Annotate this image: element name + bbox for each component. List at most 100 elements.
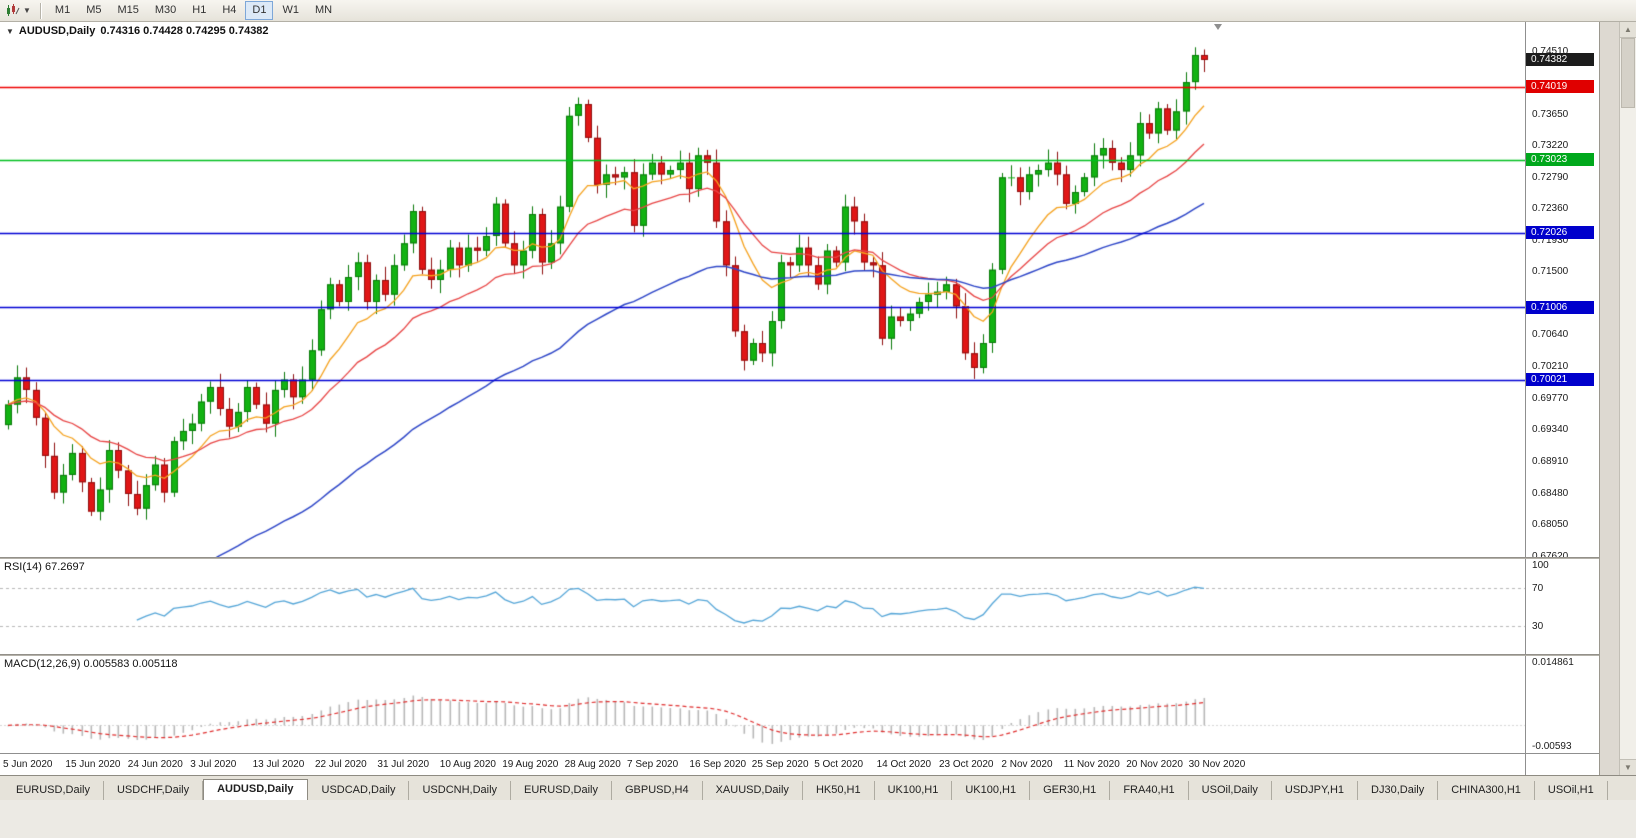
- timeframe-button-m1[interactable]: M1: [54, 4, 71, 16]
- price-axis-label: 0.72360: [1532, 203, 1569, 215]
- timeframe-button-mn[interactable]: MN: [314, 4, 333, 16]
- status-strip: [0, 800, 1636, 838]
- date-axis-label: 14 Oct 2020: [876, 759, 932, 770]
- rsi-current-value: 67.2697: [44, 561, 85, 573]
- macd-current-values: 0.005583 0.005118: [83, 658, 178, 670]
- date-axis-label: 22 Jul 2020: [315, 759, 367, 770]
- price-axis-label: 0.71930: [1532, 234, 1569, 246]
- date-axis-label: 23 Oct 2020: [939, 759, 994, 770]
- chart-tabs: EURUSD,Daily USDCHF,Daily AUDUSD,Daily USDC…: [0, 775, 1636, 800]
- scroll-down-icon[interactable]: ▼: [1620, 759, 1636, 775]
- tab-13-usoil-daily[interactable]: USOil,Daily: [1189, 781, 1272, 800]
- rsi-plot-area[interactable]: RSI(14) 67.2697: [0, 559, 1526, 654]
- tab-1-usdchf-daily[interactable]: USDCHF,Daily: [104, 781, 204, 800]
- rsi-axis[interactable]: 100 70 30: [1525, 559, 1599, 654]
- tab-12-fra40-h1[interactable]: FRA40,H1: [1110, 781, 1189, 800]
- toolbar-separator: [39, 2, 42, 19]
- timeframe-button-m5[interactable]: M5: [86, 4, 102, 16]
- scrollbar-thumb[interactable]: [1621, 38, 1635, 108]
- price-axis-label: 0.72790: [1532, 171, 1569, 183]
- timeframe-button-m15[interactable]: M15: [117, 4, 139, 16]
- date-axis-label: 24 Jun 2020: [127, 759, 183, 770]
- price-axis-label: 0.68050: [1532, 519, 1569, 531]
- price-axis-label: 0.73220: [1532, 140, 1569, 152]
- vertical-scrollbar[interactable]: ▲ ▼: [1619, 22, 1636, 775]
- price-axis-label: 0.71500: [1532, 266, 1569, 278]
- chart-type-dropdown-icon[interactable]: ▼: [23, 6, 31, 15]
- timeframe-button-d1[interactable]: D1: [245, 1, 274, 20]
- macd-indicator-name: MACD(12,26,9): [4, 658, 81, 670]
- price-axis-label: 0.73650: [1532, 108, 1569, 120]
- tab-5-eurusd-daily[interactable]: EURUSD,Daily: [511, 781, 612, 800]
- date-axis-label: 3 Jul 2020: [190, 759, 237, 770]
- date-axis-label: 31 Jul 2020: [377, 759, 430, 770]
- rsi-axis-label: 100: [1532, 560, 1549, 571]
- tab-16-china300-h1[interactable]: CHINA300,H1: [1438, 781, 1535, 800]
- timeframe-button-h4[interactable]: H4: [222, 4, 237, 16]
- price-axis-label: 0.69770: [1532, 392, 1569, 404]
- date-axis-label: 5 Jun 2020: [3, 759, 53, 770]
- date-axis-label: 2 Nov 2020: [1001, 759, 1053, 770]
- date-axis-label: 7 Sep 2020: [627, 759, 679, 770]
- candlestick-chart-icon: [7, 4, 20, 16]
- rsi-pane: RSI(14) 67.2697 100 70 30: [0, 559, 1599, 654]
- timeframe-button-w1[interactable]: W1: [282, 4, 299, 16]
- workspace-right-strip: ▲ ▼: [1600, 22, 1636, 775]
- price-axis-label: 0.68480: [1532, 487, 1569, 499]
- macd-pane: MACD(12,26,9) 0.005583 0.005118 0.014861…: [0, 656, 1599, 753]
- chart-title-collapse-icon[interactable]: ▼: [6, 26, 14, 36]
- tab-2-audusd-daily[interactable]: AUDUSD,Daily: [203, 779, 308, 800]
- top-toolbar: ▼ M1 M5 M15 M30 H1 H4 D1 W1 MN: [0, 0, 1636, 22]
- tab-4-usdcnh-daily[interactable]: USDCNH,Daily: [409, 781, 512, 800]
- tab-0-eurusd-daily[interactable]: EURUSD,Daily: [3, 781, 104, 800]
- date-axis-label: 15 Jun 2020: [65, 759, 121, 770]
- price-axis-label: 0.68910: [1532, 455, 1569, 467]
- tab-14-usdjpy-h1[interactable]: USDJPY,H1: [1272, 781, 1359, 800]
- scroll-up-icon[interactable]: ▲: [1620, 22, 1636, 38]
- tab-15-dj30-daily[interactable]: DJ30,Daily: [1358, 781, 1439, 800]
- tab-10-uk100-h1[interactable]: UK100,H1: [952, 781, 1031, 800]
- date-axis-label: 19 Aug 2020: [502, 759, 559, 770]
- resistance-line-badge: 0.74019: [1526, 80, 1595, 94]
- pane-splitter-1[interactable]: [0, 557, 1599, 559]
- date-axis-label: 11 Nov 2020: [1063, 759, 1120, 770]
- chart-shift-marker[interactable]: [1214, 24, 1222, 30]
- tab-6-gbpusd-h4[interactable]: GBPUSD,H4: [612, 781, 703, 800]
- chart-title: ▼ AUDUSD,Daily 0.74316 0.74428 0.74295 0…: [6, 25, 269, 37]
- blue-line-badge-3: 0.70021: [1526, 373, 1595, 387]
- date-axis-label: 20 Nov 2020: [1126, 759, 1183, 770]
- timeframe-button-m30[interactable]: M30: [154, 4, 177, 16]
- rsi-canvas[interactable]: [0, 559, 1526, 654]
- tab-11-ger30-h1[interactable]: GER30,H1: [1030, 781, 1111, 800]
- price-axis-label: 0.70640: [1532, 329, 1569, 341]
- chart-symbol-label: AUDUSD,Daily: [18, 25, 96, 37]
- tab-17-usoil-h1[interactable]: USOil,H1: [1535, 781, 1608, 800]
- macd-canvas[interactable]: [0, 656, 1526, 753]
- tab-8-hk50-h1[interactable]: HK50,H1: [803, 781, 875, 800]
- main-plot-area[interactable]: ▼ AUDUSD,Daily 0.74316 0.74428 0.74295 0…: [0, 22, 1526, 557]
- tab-9-uk100-h1[interactable]: UK100,H1: [875, 781, 953, 800]
- chart-type-icon[interactable]: [4, 3, 22, 19]
- macd-plot-area[interactable]: MACD(12,26,9) 0.005583 0.005118: [0, 656, 1526, 753]
- date-axis-corner: [1525, 753, 1599, 775]
- date-axis[interactable]: 5 Jun 2020 15 Jun 2020 24 Jun 2020 3 Jul 20…: [0, 753, 1526, 775]
- tab-7-xauusd-daily[interactable]: XAUUSD,Daily: [703, 781, 803, 800]
- green-line-badge: 0.73023: [1526, 153, 1595, 167]
- pane-splitter-2[interactable]: [0, 654, 1599, 656]
- blue-line-badge-2: 0.71006: [1526, 300, 1595, 314]
- macd-axis-bottom-label: -0.00593: [1532, 741, 1572, 752]
- macd-axis-top-label: 0.014861: [1532, 657, 1574, 668]
- macd-label: MACD(12,26,9) 0.005583 0.005118: [4, 658, 177, 670]
- macd-axis[interactable]: 0.014861 -0.00593: [1525, 656, 1599, 753]
- main-chart-canvas[interactable]: [0, 22, 1526, 557]
- blue-line-badge-1: 0.72026: [1526, 226, 1595, 240]
- price-axis-label: 0.74510: [1532, 45, 1569, 57]
- rsi-axis-label: 30: [1532, 620, 1544, 632]
- price-axis[interactable]: 0.74510 0.73650 0.73220 0.72790 0.72360 0.719…: [1525, 22, 1599, 557]
- price-axis-label: 0.69340: [1532, 424, 1569, 436]
- timeframe-button-h1[interactable]: H1: [192, 4, 207, 16]
- date-axis-label: 10 Aug 2020: [439, 759, 496, 770]
- main-price-pane: ▼ AUDUSD,Daily 0.74316 0.74428 0.74295 0…: [0, 22, 1599, 557]
- date-axis-label: 30 Nov 2020: [1188, 759, 1246, 770]
- tab-3-usdcad-daily[interactable]: USDCAD,Daily: [309, 781, 410, 800]
